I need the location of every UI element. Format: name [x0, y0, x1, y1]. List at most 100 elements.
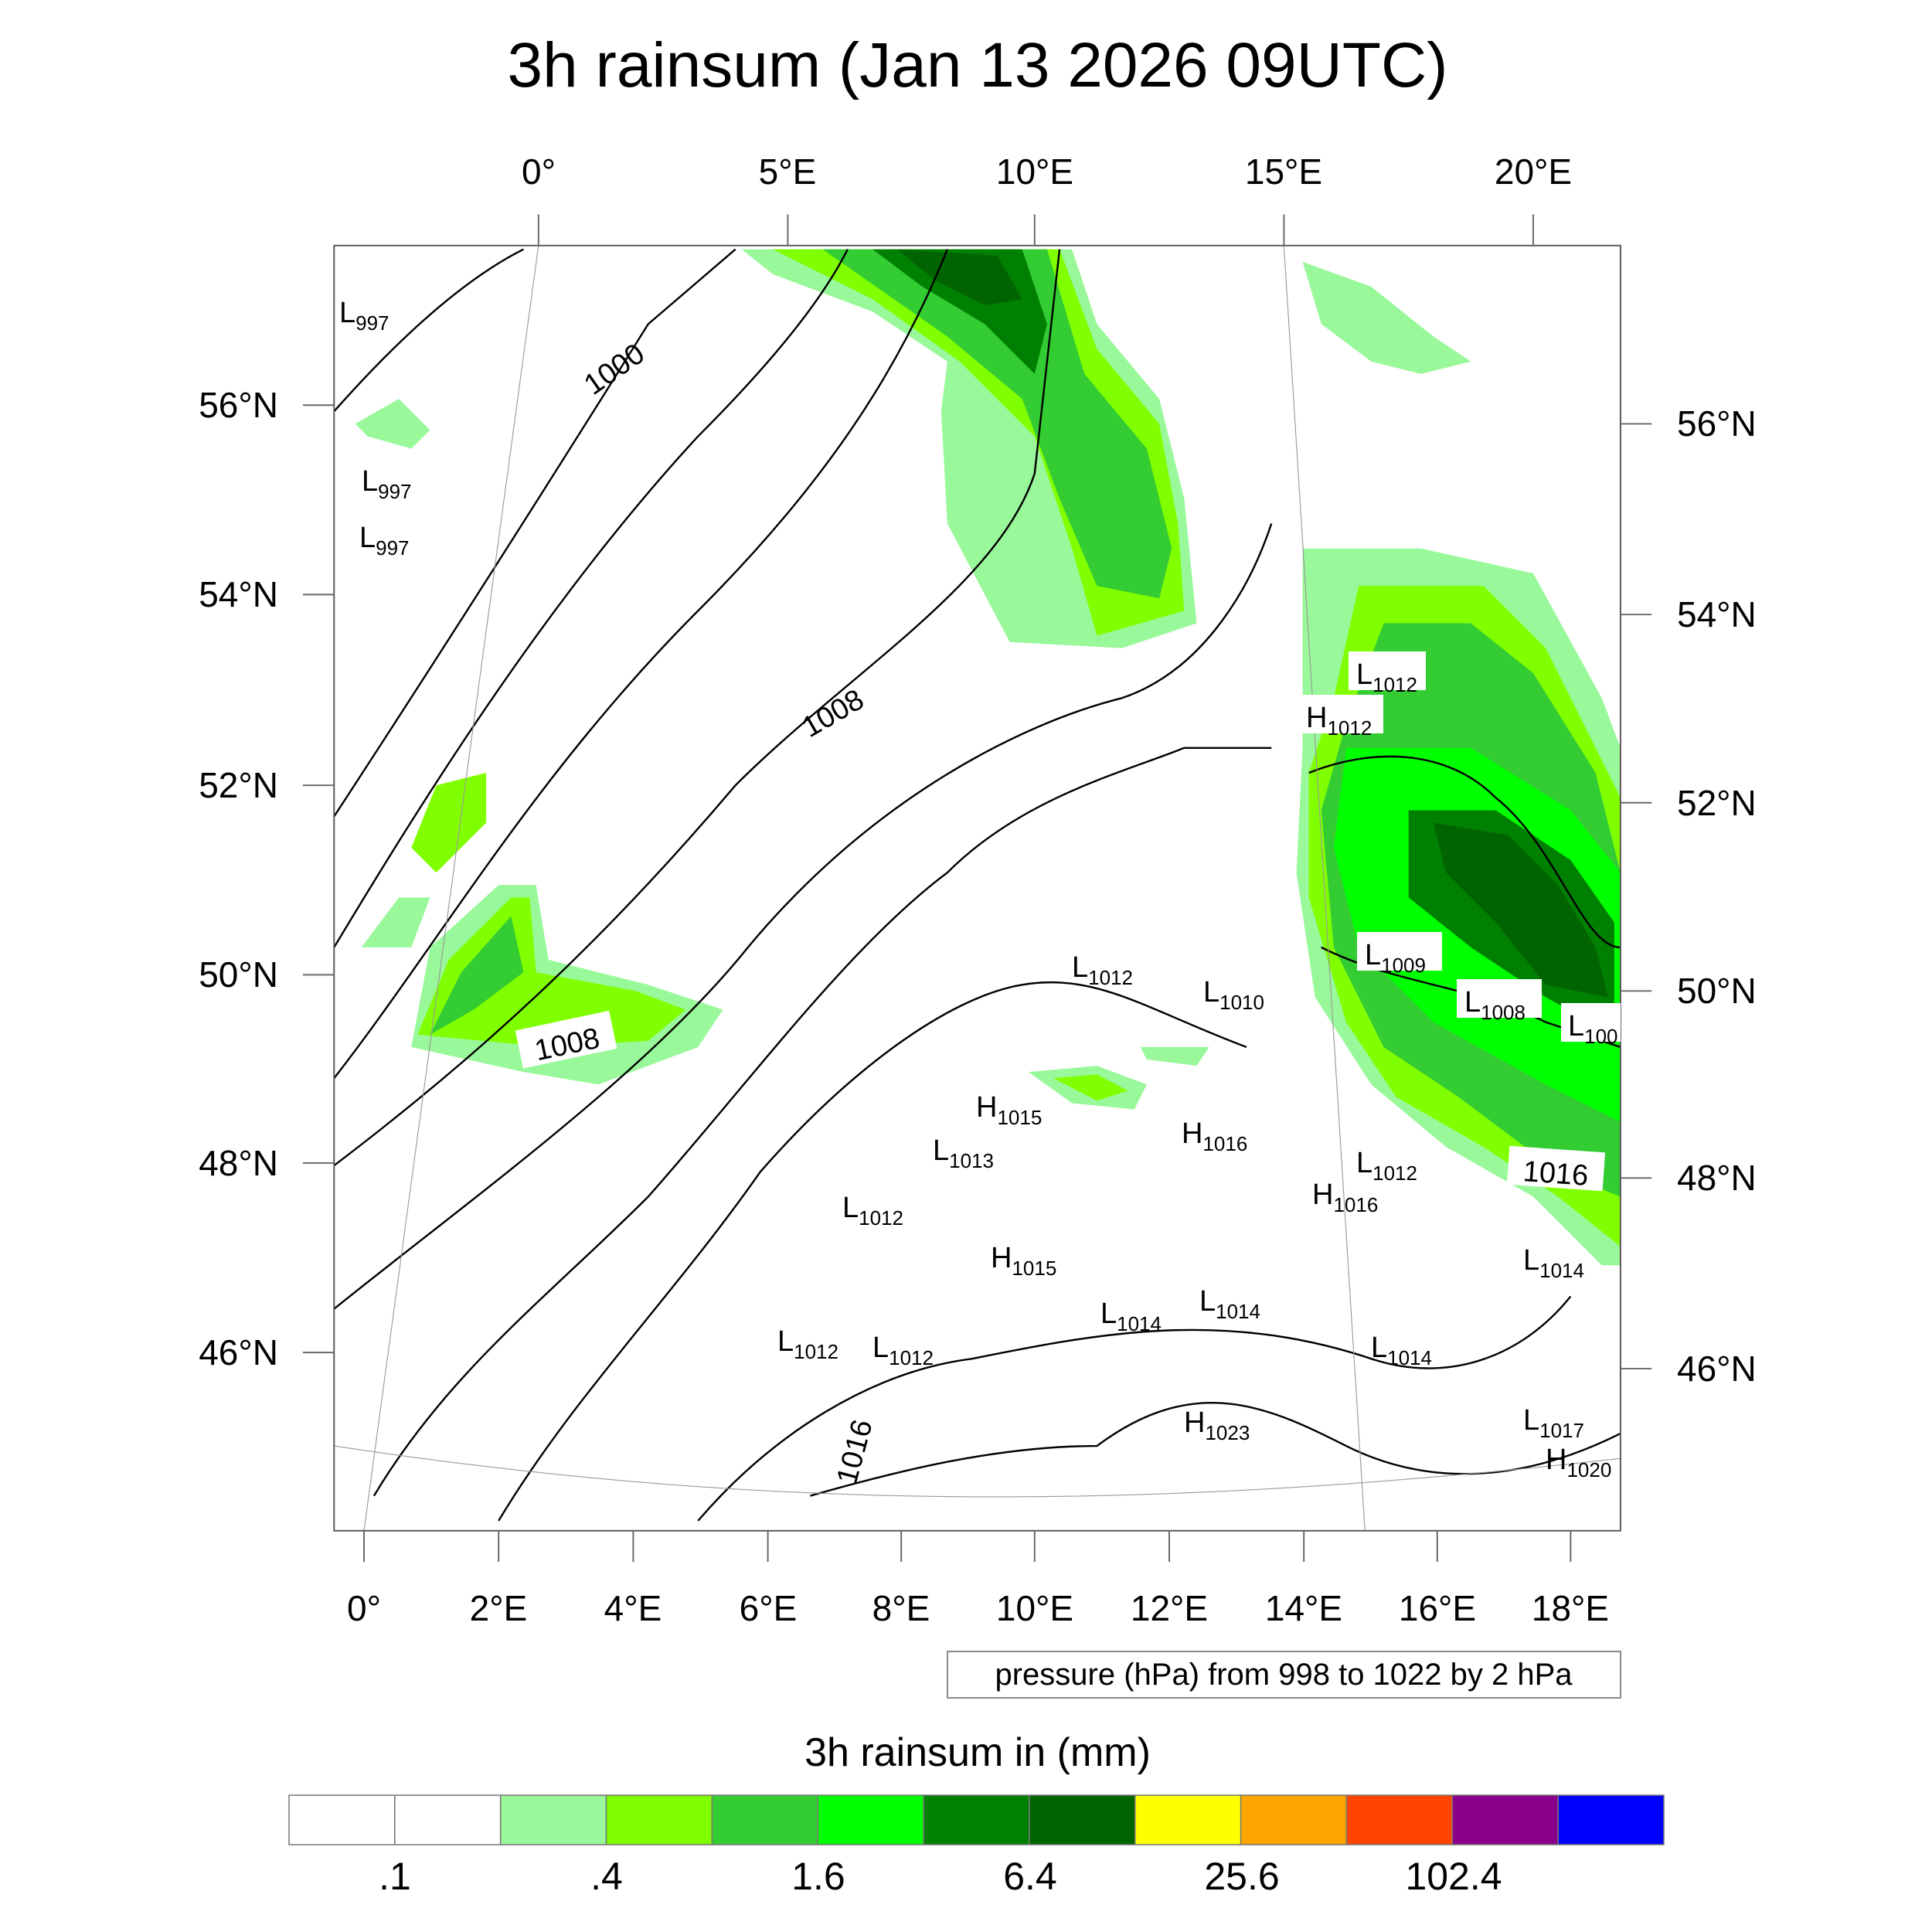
colorbar-labels: .1 .4 1.6 6.4 25.6 102.4 [379, 1855, 1502, 1898]
pressure-center: H1016 [1182, 1117, 1247, 1155]
pressure-center: L1012 [842, 1192, 903, 1230]
pressure-center: L1008 [1464, 986, 1526, 1024]
lon-tick-label: 8°E [872, 1588, 930, 1628]
rain-area-central [1140, 1046, 1209, 1066]
map-panel [302, 214, 1652, 1563]
left-lat-labels: 56°N 54°N 52°N 50°N 48°N 46°N [199, 385, 278, 1372]
pressure-center: L1012 [777, 1325, 838, 1363]
pressure-center: H1023 [1184, 1406, 1250, 1444]
colorbar-box [1451, 1794, 1559, 1845]
pressure-center: L1009 [1365, 939, 1426, 977]
isobar [333, 249, 949, 1079]
contour-label: 1016 [831, 1417, 879, 1488]
isobar [333, 248, 525, 413]
colorbar-box [1029, 1794, 1136, 1845]
top-lon-labels: 0° 5°E 10°E 15°E 20°E [522, 151, 1572, 192]
colorbar-box [711, 1794, 818, 1845]
pressure-center: L1012 [872, 1332, 934, 1369]
pressure-center: H1016 [1312, 1179, 1378, 1216]
lat-tick-label: 46°N [199, 1332, 278, 1372]
lon-tick-label: 10°E [996, 1588, 1073, 1628]
lon-tick-label: 2°E [470, 1588, 528, 1628]
lon-tick-label: 20°E [1495, 151, 1572, 192]
pressure-center: L1012 [1072, 951, 1133, 989]
isobar [697, 1295, 1572, 1522]
lon-tick-label: 16°E [1399, 1588, 1476, 1628]
rain-area-north [897, 249, 1022, 306]
map-frame [333, 244, 1621, 1532]
bottom-lon-labels: 0° 2°E 4°E 6°E 8°E 10°E 12°E 14°E 16°E 1… [347, 1588, 1609, 1628]
colorbar-label: .4 [590, 1855, 623, 1898]
pressure-center: H1012 [1306, 702, 1372, 740]
contour-label: 1008 [797, 683, 869, 744]
isobar [333, 248, 736, 818]
colorbar-label: .1 [379, 1855, 411, 1898]
lat-tick-label: 50°N [199, 954, 278, 995]
graticule [334, 245, 1621, 1531]
colorbar [288, 1794, 1665, 1845]
rain-area-central [1053, 1074, 1128, 1101]
colorbar-label: 6.4 [1003, 1855, 1057, 1898]
pressure-center: L100 [1568, 1010, 1618, 1048]
lat-tick-label: 56°N [199, 385, 278, 425]
pressure-center: H1020 [1546, 1444, 1611, 1481]
isobar [372, 747, 1272, 1497]
colorbar-title: 3h rainsum in (mm) [804, 1730, 1151, 1775]
pressure-center: L997 [339, 297, 389, 335]
pressure-center: L1017 [1523, 1404, 1584, 1442]
lat-tick-label: 52°N [199, 765, 278, 805]
pressure-center: L1012 [1356, 658, 1417, 696]
colorbar-label: 1.6 [791, 1855, 845, 1898]
colorbar-box [923, 1794, 1030, 1845]
isobar-contours [333, 248, 1621, 1522]
rain-area-west [355, 399, 430, 449]
lon-tick-label: 18°E [1532, 1588, 1609, 1628]
pressure-center: L1014 [1100, 1298, 1162, 1335]
rain-area-west [411, 773, 487, 873]
lon-tick-label: 10°E [996, 151, 1073, 192]
pressure-center: L1014 [1523, 1244, 1584, 1282]
colorbar-box [1557, 1794, 1665, 1845]
isobar [810, 1402, 1621, 1497]
pressure-center: L997 [359, 522, 410, 560]
isobar [333, 249, 849, 948]
colorbar-label: 102.4 [1405, 1855, 1502, 1898]
lat-tick-label: 48°N [1677, 1158, 1757, 1198]
chart-title: 3h rainsum (Jan 13 2026 09UTC) [508, 30, 1448, 100]
pressure-center: L1010 [1203, 976, 1264, 1014]
colorbar-box [1134, 1794, 1242, 1845]
contour-info-text: pressure (hPa) from 998 to 1022 by 2 hPa [995, 1658, 1573, 1692]
pressure-center: H1015 [991, 1242, 1056, 1280]
pressure-center: L1013 [933, 1134, 994, 1172]
colorbar-box [499, 1794, 607, 1845]
isobar [498, 981, 1247, 1522]
lat-tick-label: 54°N [199, 574, 278, 614]
lon-tick-label: 15°E [1245, 151, 1322, 192]
lat-tick-label: 54°N [1677, 594, 1757, 634]
rain-field [355, 249, 1621, 1266]
lat-tick-label: 48°N [199, 1143, 278, 1183]
pressure-center: L1014 [1371, 1332, 1432, 1369]
pressure-center: L997 [362, 465, 412, 503]
isobar [1308, 755, 1621, 949]
lon-tick-label: 0° [347, 1588, 381, 1628]
pressure-center: L1014 [1199, 1285, 1260, 1323]
axis-ticks [302, 214, 1652, 1563]
lat-tick-label: 56°N [1677, 403, 1757, 444]
contour-label: 1000 [578, 338, 650, 402]
lon-tick-label: 0° [522, 151, 556, 192]
lon-tick-label: 4°E [604, 1588, 662, 1628]
colorbar-box [605, 1794, 713, 1845]
rain-area-west [361, 897, 430, 947]
lon-tick-label: 5°E [759, 151, 817, 192]
rain-area-north [822, 249, 1172, 599]
pressure-center: H1015 [976, 1091, 1042, 1129]
lat-tick-label: 46°N [1677, 1349, 1757, 1389]
colorbar-label: 25.6 [1204, 1855, 1279, 1898]
lon-tick-label: 6°E [740, 1588, 798, 1628]
rain-area-east [1433, 822, 1608, 998]
right-lat-labels: 56°N 54°N 52°N 50°N 48°N 46°N [1677, 403, 1757, 1389]
pressure-centers: L997 L997 L997 L1012 H1012 L1009 L1008 L… [339, 297, 1621, 1481]
isobar [333, 249, 1061, 1167]
